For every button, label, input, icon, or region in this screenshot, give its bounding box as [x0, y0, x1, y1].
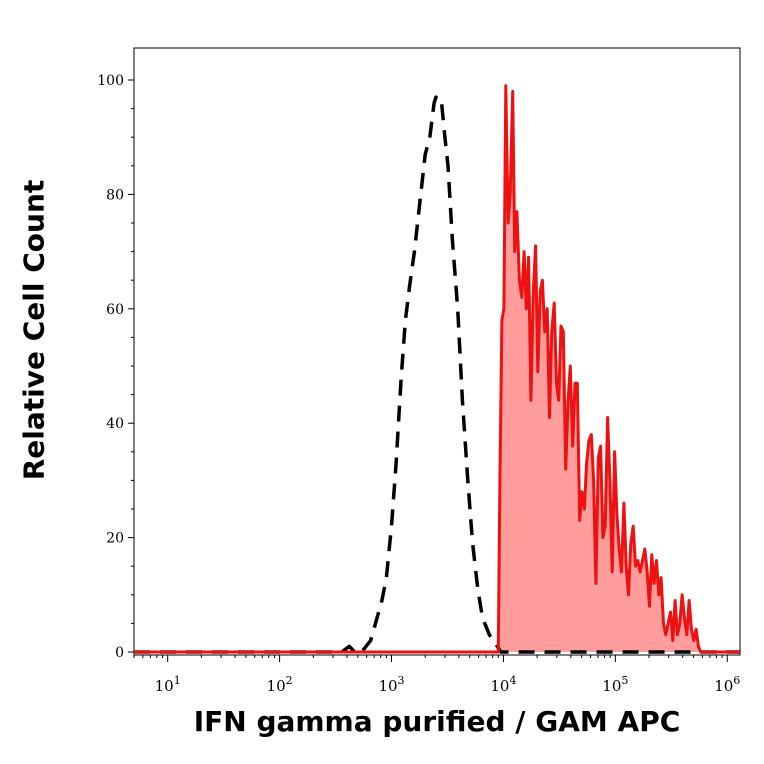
x-tick-label: 105 [602, 674, 628, 695]
control-series-line [134, 95, 740, 654]
x-tick-label: 101 [155, 674, 181, 695]
x-tick-label: 102 [267, 674, 293, 695]
y-tick-label: 0 [115, 645, 124, 661]
x-axis-label: IFN gamma purified / GAM APC [193, 705, 681, 738]
x-tick-label: 104 [490, 674, 516, 695]
y-tick-label: 20 [106, 531, 124, 547]
series-1-area [134, 85, 740, 652]
y-tick-label: 100 [97, 73, 124, 89]
y-axis-label-container: Relative Cell Count [10, 130, 58, 530]
y-axis-label: Relative Cell Count [17, 179, 51, 481]
x-tick-label: 103 [378, 674, 404, 695]
plot-frame [133, 47, 741, 656]
y-tick-label: 40 [106, 416, 124, 432]
y-tick-label: 60 [106, 302, 124, 318]
stained-series-line [134, 84, 740, 654]
x-tick-label: 106 [714, 674, 740, 695]
y-tick-label: 80 [106, 187, 124, 203]
